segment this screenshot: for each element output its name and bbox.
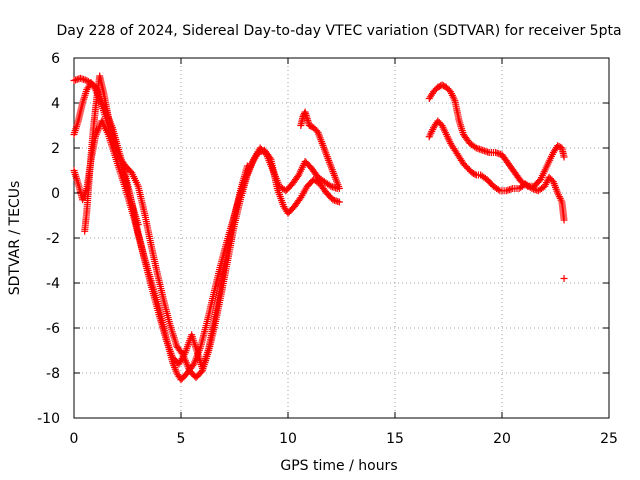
y-tick-label: 0 [51, 186, 60, 202]
y-tick-label: -8 [46, 366, 60, 382]
data-series [70, 72, 568, 384]
series-4 [297, 108, 343, 192]
y-tick-label: -6 [46, 321, 60, 337]
y-tick-label: 2 [51, 141, 60, 157]
x-tick-label: 0 [70, 431, 79, 447]
chart-title: Day 228 of 2024, Sidereal Day-to-day VTE… [56, 23, 621, 39]
x-tick-label: 15 [386, 431, 404, 447]
data-point [494, 186, 502, 194]
y-tick-label: -10 [37, 411, 60, 427]
data-point [243, 162, 251, 170]
data-point [560, 153, 568, 161]
data-point [560, 275, 568, 282]
data-point [325, 181, 333, 189]
y-tick-label: 6 [51, 51, 60, 67]
data-point [526, 183, 534, 191]
data-point [560, 216, 568, 224]
data-point [471, 143, 479, 151]
x-tick-label: 20 [493, 431, 511, 447]
data-point [335, 198, 343, 206]
y-tick-label: -2 [46, 231, 60, 247]
x-tick-label: 10 [279, 431, 297, 447]
data-point [335, 185, 343, 192]
x-axis-label: GPS time / hours [280, 458, 397, 474]
y-tick-label: 4 [51, 96, 60, 112]
y-tick-label: -4 [46, 276, 60, 292]
data-point [134, 221, 142, 228]
x-tick-label: 5 [177, 431, 186, 447]
series-6 [425, 117, 568, 224]
y-axis-label: SDTVAR / TECUs [7, 181, 23, 296]
grid-lines [74, 58, 609, 418]
data-point [471, 170, 479, 178]
x-tick-label: 25 [600, 431, 618, 447]
axis-ticks: 0 5 10 15 20 25 -10 -8 -6 -4 -2 0 2 4 6 [37, 51, 618, 447]
series-3 [81, 72, 142, 235]
series-7 [560, 275, 568, 282]
